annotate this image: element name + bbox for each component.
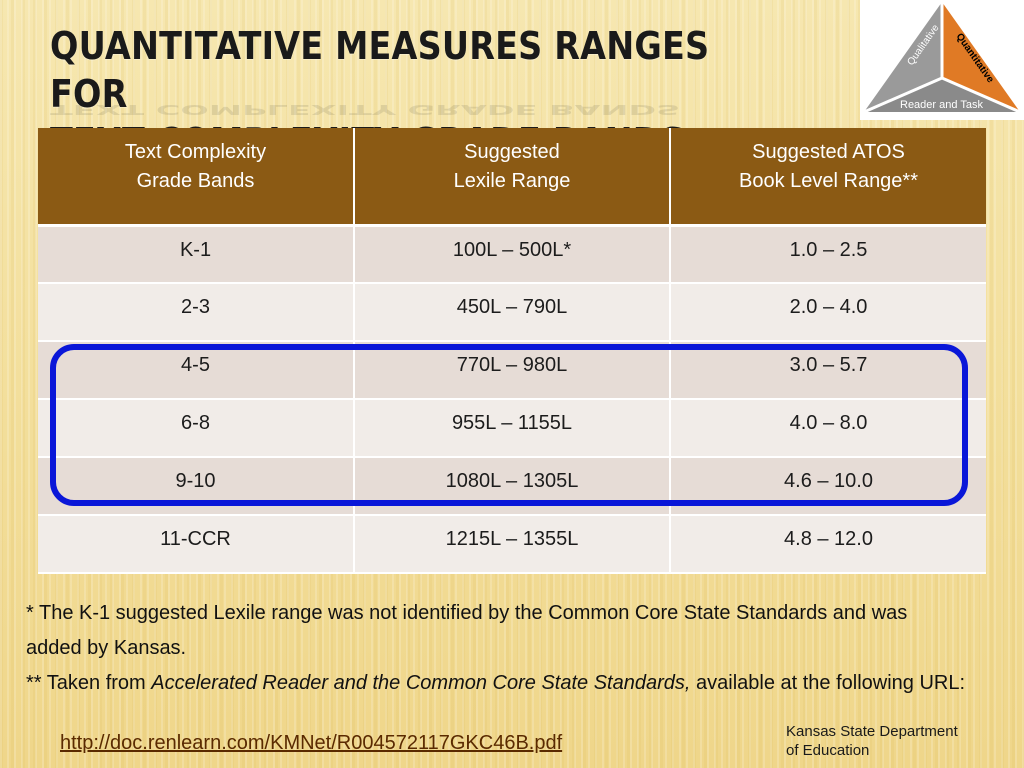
table-row: 2-3 450L – 790L 2.0 – 4.0 xyxy=(38,283,986,342)
grade-band-cell: 11-CCR xyxy=(38,515,355,574)
organization-credit: Kansas State Department of Education xyxy=(786,722,1016,760)
header-text: Lexile Range xyxy=(453,170,571,192)
grade-band-cell: K-1 xyxy=(38,225,355,284)
lexile-range-cell: 450L – 790L xyxy=(354,283,671,342)
header-text: Book Level Range** xyxy=(738,170,918,192)
header-text: Grade Bands xyxy=(136,170,255,192)
credit-line: Kansas State Department xyxy=(786,723,958,740)
lexile-ranges-table-container: Text Complexity Grade Bands Suggested Le… xyxy=(38,128,986,574)
atos-range-cell: 4.8 – 12.0 xyxy=(670,515,986,574)
source-url-link[interactable]: http://doc.renlearn.com/KMNet/R004572117… xyxy=(60,732,563,754)
grade-band-cell: 6-8 xyxy=(38,399,355,458)
grade-band-cell: 2-3 xyxy=(38,283,355,342)
credit-line: of Education xyxy=(786,742,870,759)
highlight-outline xyxy=(50,344,968,506)
table-header-row: Text Complexity Grade Bands Suggested Le… xyxy=(38,128,986,227)
lexile-ranges-table: Text Complexity Grade Bands Suggested Le… xyxy=(38,128,986,574)
triangle-logo-graphic: Qualitative Quantitative Reader and Task xyxy=(860,0,1024,120)
header-text: Suggested ATOS xyxy=(752,141,905,163)
lexile-range-cell: 770L – 980L xyxy=(354,341,671,400)
atos-range-cell: 2.0 – 4.0 xyxy=(670,283,986,342)
logo-label-reader-task: Reader and Task xyxy=(900,99,983,111)
footnotes: * The K-1 suggested Lexile range was not… xyxy=(26,596,966,701)
quantitative-segment xyxy=(942,2,1020,112)
lexile-range-cell: 955L – 1155L xyxy=(354,399,671,458)
lexile-range-cell: 1215L – 1355L xyxy=(354,515,671,574)
footnote-suffix: available at the following URL: xyxy=(690,672,966,694)
table-row: 6-8 955L – 1155L 4.0 – 8.0 xyxy=(38,399,986,458)
atos-range-cell: 3.0 – 5.7 xyxy=(670,341,986,400)
table-row: K-1 100L – 500L* 1.0 – 2.5 xyxy=(38,225,986,284)
header-lexile-range: Suggested Lexile Range xyxy=(354,128,671,227)
lexile-range-cell: 100L – 500L* xyxy=(354,225,671,284)
slide-title-line1: QUANTITATIVE MEASURES RANGES FOR xyxy=(50,24,710,116)
text-complexity-triangle-logo: Qualitative Quantitative Reader and Task xyxy=(860,0,1024,120)
source-title: Accelerated Reader and the Common Core S… xyxy=(151,672,691,694)
table-row: 4-5 770L – 980L 3.0 – 5.7 xyxy=(38,341,986,400)
footnote-atos-source: ** Taken from Accelerated Reader and the… xyxy=(26,666,966,701)
header-grade-bands: Text Complexity Grade Bands xyxy=(38,128,355,227)
grade-band-cell: 4-5 xyxy=(38,341,355,400)
footnote-k1: * The K-1 suggested Lexile range was not… xyxy=(26,602,908,659)
reader-task-segment xyxy=(864,78,1020,112)
qualitative-segment xyxy=(864,2,942,112)
header-text: Text Complexity xyxy=(124,141,267,163)
table-row: 11-CCR 1215L – 1355L 4.8 – 12.0 xyxy=(38,515,986,574)
footnote-prefix: ** Taken from xyxy=(26,672,152,694)
header-atos-range: Suggested ATOS Book Level Range** xyxy=(670,128,986,227)
atos-range-cell: 1.0 – 2.5 xyxy=(670,225,986,284)
atos-range-cell: 4.0 – 8.0 xyxy=(670,399,986,458)
header-text: Suggested xyxy=(464,141,560,163)
